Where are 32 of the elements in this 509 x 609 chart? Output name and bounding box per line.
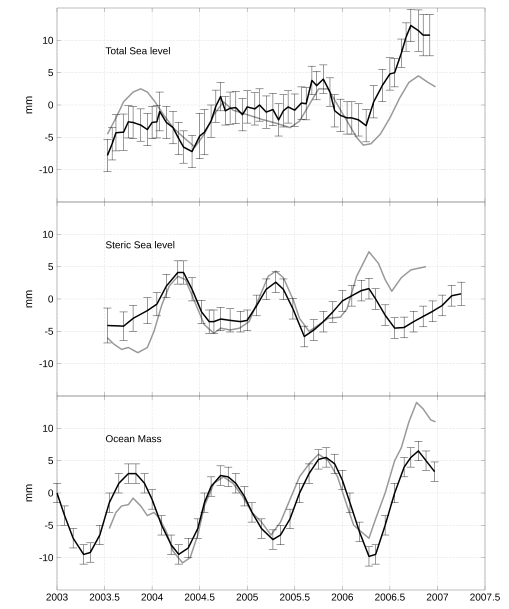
y-tick-label: -5 (45, 328, 54, 335)
y-tick-label: 10 (43, 424, 54, 432)
x-tick-label: 2003 (46, 594, 68, 601)
x-tick-label: 2003.5 (90, 594, 120, 601)
y-tick-label: 0 (48, 489, 54, 497)
y-tick-label: 5 (48, 69, 54, 76)
y-tick-label: 10 (43, 36, 54, 44)
y-tick-label: -10 (39, 360, 54, 368)
y-axis-title: mm (26, 96, 32, 114)
y-axis-title: mm (26, 484, 32, 502)
annotation: Total Sea level (106, 47, 170, 54)
x-tick-label: 2004 (141, 594, 163, 601)
y-tick-label: -10 (39, 166, 54, 174)
y-axis-title: mm (26, 290, 32, 308)
y-tick-label: -10 (39, 554, 54, 562)
x-tick-label: 2004.5 (184, 594, 215, 601)
y-tick-label: 0 (48, 101, 54, 109)
y-tick-label: -5 (45, 522, 54, 529)
y-tick-label: 5 (48, 457, 54, 464)
x-tick-label: 2006 (332, 594, 354, 601)
annotation: Steric Sea level (106, 241, 174, 248)
y-tick-label: 0 (48, 295, 54, 303)
x-tick-label: 2005 (236, 594, 258, 601)
annotation: Ocean Mass (106, 435, 162, 442)
x-tick-label: 2005.5 (280, 594, 310, 601)
line-series (106, 251, 427, 354)
y-tick-label: 5 (48, 263, 54, 270)
y-tick-label: -5 (45, 134, 54, 141)
x-tick-label: 2007.5 (470, 594, 500, 601)
y-tick-label: 10 (43, 230, 54, 238)
x-tick-label: 2007 (426, 594, 448, 601)
x-tick-label: 2006.5 (375, 594, 405, 601)
